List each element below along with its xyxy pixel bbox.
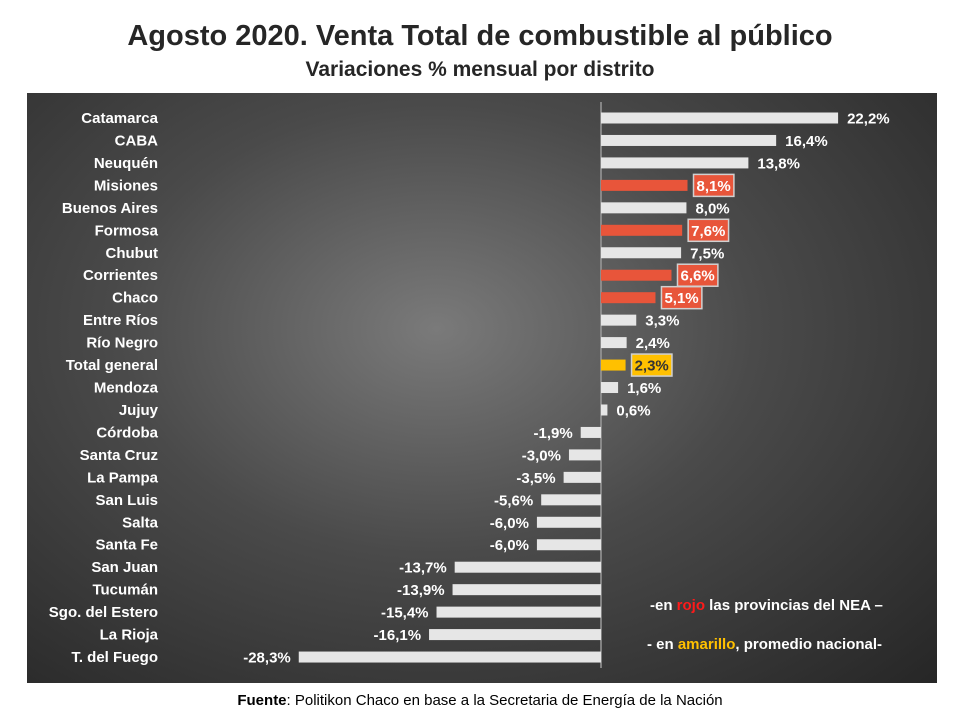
bar [298,651,601,663]
data-label: 2,3% [635,358,669,375]
category-label: Jujuy [119,402,159,419]
data-label: 6,6% [680,268,714,285]
legend-nea: -en rojo las provincias del NEA – [650,597,883,614]
bar [601,224,683,236]
data-label: 1,6% [627,380,661,397]
category-label: Santa Fe [95,537,158,554]
data-label: 2,4% [636,335,670,352]
legend-text: -en [650,597,677,614]
category-label: T. del Fuego [71,649,158,666]
source-text: : Politikon Chaco en base a la Secretari… [286,692,723,709]
data-label-box [660,285,703,310]
data-label: -15,4% [381,605,429,622]
data-label: 8,0% [695,200,729,217]
data-label: 7,5% [690,245,724,262]
category-label: Entre Ríos [83,312,158,329]
bar [601,134,777,146]
category-label: San Juan [91,559,158,576]
data-label: 8,1% [697,178,731,195]
category-label: Buenos Aires [62,200,158,217]
bar [601,112,839,124]
data-label: -1,9% [534,425,573,442]
data-label: 5,1% [664,290,698,307]
data-label: -28,3% [243,650,291,667]
legend-red-word: rojo [676,597,706,614]
bar [536,516,601,528]
legend-yellow-word: amarillo [677,636,736,653]
data-label: -13,9% [397,582,445,599]
bar [454,561,601,573]
legend-average: - en amarillo, promedio nacional- [647,636,882,653]
category-label: Neuquén [94,155,158,172]
category-label: Catamarca [81,110,158,127]
bar [601,314,637,326]
bar [601,382,619,394]
category-label: Corrientes [83,267,158,284]
legend-text: las provincias del NEA – [705,597,883,614]
data-label: 22,2% [847,111,890,128]
bar [429,629,601,641]
data-label: -6,0% [490,537,529,554]
bar [452,584,601,596]
source-note: Fuente: Politikon Chaco en base a la Sec… [0,692,960,709]
category-label: Río Negro [86,335,158,352]
category-label: Córdoba [96,424,158,441]
data-label: 13,8% [757,155,800,172]
data-label: -13,7% [399,560,447,577]
category-label: Misiones [94,177,158,194]
bar [563,471,601,483]
category-label: Salta [122,514,159,531]
category-label: La Rioja [100,627,159,644]
category-label: La Pampa [87,469,159,486]
category-label: Formosa [95,222,159,239]
data-label: -3,0% [522,447,561,464]
data-label: 3,3% [645,313,679,330]
category-label: Santa Cruz [80,447,158,464]
bar [601,337,627,349]
bar [568,449,601,461]
bar [601,157,749,169]
category-label: Tucumán [92,582,158,599]
data-label-box [692,173,735,198]
category-label: CABA [115,132,158,149]
bar [580,426,601,438]
legend-text: , promedio nacional- [735,636,883,653]
bar [601,359,626,371]
data-label: -5,6% [494,492,533,509]
bar [601,404,608,416]
data-label: 0,6% [616,402,650,419]
data-label: 7,6% [691,223,725,240]
bar [536,539,601,551]
data-label-box [630,353,673,377]
bar [436,606,601,618]
bar [601,247,682,259]
data-label: -6,0% [490,515,529,532]
data-label: -3,5% [516,470,555,487]
chart-title: Agosto 2020. Venta Total de combustible … [127,20,833,52]
category-label: Sgo. del Estero [49,604,158,621]
category-label: Chaco [112,290,158,307]
category-label: Mendoza [94,380,159,397]
chart-subtitle: Variaciones % mensual por distrito [305,58,655,81]
bar [601,179,688,191]
data-label: 16,4% [785,133,828,150]
category-label: Total general [66,357,158,374]
legend-text: - en [647,636,678,653]
bar [541,494,601,506]
bar [601,269,672,281]
category-label: Chubut [106,245,158,262]
data-label-box [687,218,730,243]
bar [601,292,656,304]
category-label: San Luis [95,492,158,509]
bar [601,202,687,214]
data-label: -16,1% [374,627,422,644]
source-label: Fuente [237,692,287,709]
